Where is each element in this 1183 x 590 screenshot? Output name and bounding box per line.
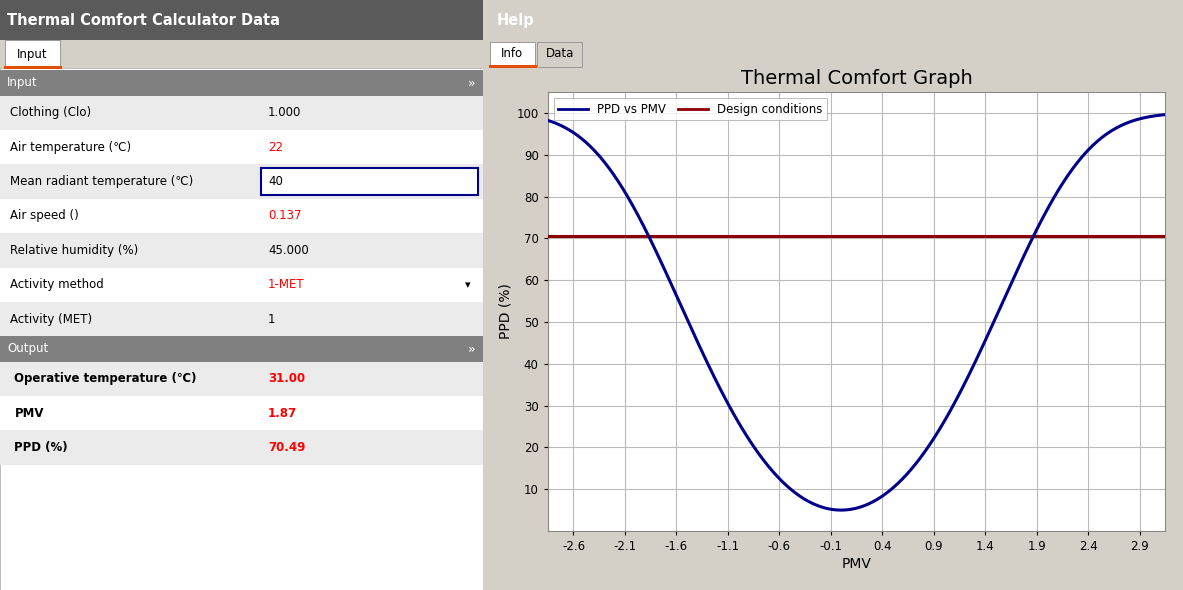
Text: 40: 40 (267, 175, 283, 188)
Text: 22: 22 (267, 140, 283, 153)
Bar (0, 362, 483, 396)
Bar (0, 336, 483, 362)
Text: »: » (467, 76, 476, 90)
Bar (0, 165, 483, 199)
Legend: PPD vs PMV, Design conditions: PPD vs PMV, Design conditions (554, 98, 827, 120)
X-axis label: PMV: PMV (841, 557, 872, 571)
Bar (0, 96, 483, 130)
Bar (0, 233, 483, 267)
Text: Info: Info (502, 47, 523, 60)
Text: 0.137: 0.137 (267, 209, 302, 222)
Text: Activity method: Activity method (9, 278, 103, 291)
Text: 31.00: 31.00 (267, 372, 305, 385)
Text: Input: Input (7, 76, 38, 90)
Bar (537, 41, 582, 67)
Y-axis label: PPD (%): PPD (%) (498, 284, 512, 339)
Text: Thermal Comfort Calculator Data: Thermal Comfort Calculator Data (7, 12, 280, 28)
Text: Activity (MET): Activity (MET) (9, 313, 92, 326)
Text: ▾: ▾ (465, 280, 471, 290)
Bar (0, 70, 483, 96)
Bar (5, 40, 60, 68)
Text: Output: Output (7, 342, 49, 356)
Text: Data: Data (545, 47, 574, 60)
Text: Input: Input (18, 48, 47, 61)
Text: 1-MET: 1-MET (267, 278, 304, 291)
Bar (0, 302, 483, 336)
Bar (0, 431, 483, 465)
Text: »: » (467, 342, 476, 356)
Text: 1.87: 1.87 (267, 407, 297, 419)
Text: 1: 1 (267, 313, 276, 326)
Text: Help: Help (497, 12, 535, 28)
Text: Air speed (): Air speed () (9, 209, 78, 222)
Bar (0, 267, 483, 302)
Text: Relative humidity (%): Relative humidity (%) (9, 244, 138, 257)
Text: 70.49: 70.49 (267, 441, 305, 454)
Bar (0, 0, 483, 40)
Bar (0, 68, 483, 590)
Text: PMV: PMV (14, 407, 44, 419)
Bar (490, 41, 535, 67)
Text: Mean radiant temperature (℃): Mean radiant temperature (℃) (9, 175, 193, 188)
Text: 45.000: 45.000 (267, 244, 309, 257)
Bar (260, 168, 478, 195)
Bar (0, 130, 483, 165)
Text: Clothing (Clo): Clothing (Clo) (9, 106, 91, 119)
Text: 1.000: 1.000 (267, 106, 302, 119)
Text: Operative temperature (℃): Operative temperature (℃) (14, 372, 198, 385)
Bar (0, 396, 483, 431)
Text: Air temperature (℃): Air temperature (℃) (9, 140, 131, 153)
Text: PPD (%): PPD (%) (14, 441, 69, 454)
Title: Thermal Comfort Graph: Thermal Comfort Graph (741, 68, 972, 88)
Bar (0, 199, 483, 233)
